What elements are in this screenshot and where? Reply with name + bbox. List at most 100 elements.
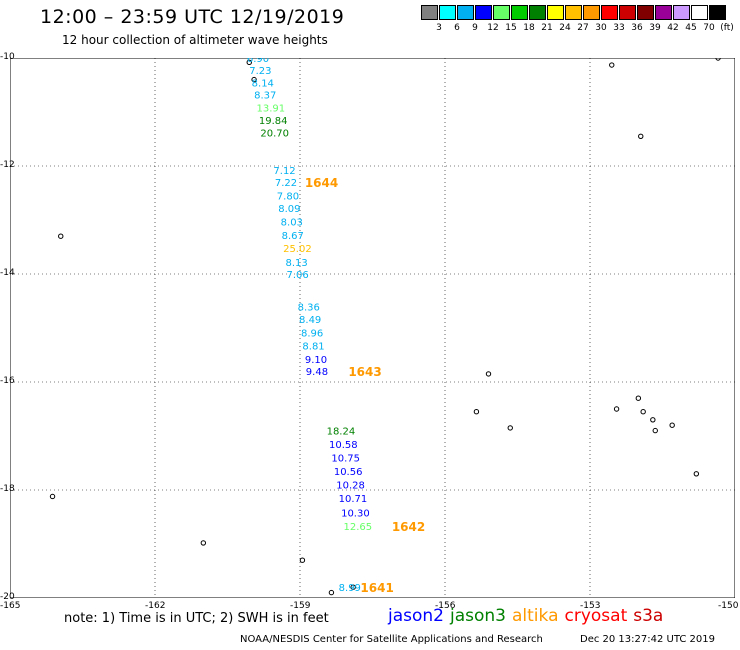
- legend-label: 27: [577, 23, 589, 33]
- wave-height-label: 10.75: [331, 454, 360, 465]
- latitude-tick-label: -10: [0, 52, 15, 62]
- island-outline: [350, 584, 356, 590]
- latitude-tick-label: -20: [0, 592, 15, 602]
- longitude-tick-label: -159: [290, 601, 311, 611]
- pass-time-label: 1641: [360, 581, 393, 595]
- legend-swatch: [709, 5, 726, 20]
- satellite-name: s3a: [633, 606, 664, 626]
- wave-height-label: 20.70: [260, 129, 289, 140]
- satellite-name: jason2: [388, 606, 444, 626]
- wave-height-label: 10.30: [341, 509, 370, 520]
- wave-height-label: 7.23: [249, 66, 271, 77]
- legend-label: 30: [595, 23, 607, 33]
- longitude-tick-label: -153: [580, 601, 601, 611]
- legend-swatch: [529, 5, 546, 20]
- legend-label: 15: [505, 23, 517, 33]
- legend-label: 9: [472, 23, 478, 33]
- island-outline: [473, 409, 480, 415]
- legend-label: 39: [649, 23, 661, 33]
- latitude-tick-label: -18: [0, 484, 15, 494]
- units-note: note: 1) Time is in UTC; 2) SWH is in fe…: [64, 611, 329, 626]
- wave-height-label: 7.22: [275, 178, 297, 189]
- legend-swatch: [565, 5, 582, 20]
- legend-swatch: [637, 5, 654, 20]
- wave-height-label: 12.65: [344, 522, 373, 533]
- wave-height-label: 8.03: [281, 218, 303, 229]
- legend-swatch: [673, 5, 690, 20]
- island-outline: [652, 427, 658, 434]
- legend-label: 70: [703, 23, 715, 33]
- legend-swatch: [583, 5, 600, 20]
- legend-swatch: [457, 5, 474, 20]
- latitude-tick-label: -16: [0, 376, 15, 386]
- wave-height-label: 8.14: [252, 78, 274, 89]
- legend-label: 6: [454, 23, 460, 33]
- page-subtitle: 12 hour collection of altimeter wave hei…: [62, 33, 328, 47]
- wave-height-label: 10.28: [336, 481, 365, 492]
- legend-swatch: [475, 5, 492, 20]
- time-label-layer: 1644 1643 1642 1641: [305, 176, 425, 595]
- page-title: 12:00 – 23:59 UTC 12/19/2019: [40, 6, 345, 28]
- legend-swatch: [511, 5, 528, 20]
- pass-time-label: 1644: [305, 176, 338, 190]
- wave-height-label: 6.90: [247, 58, 269, 65]
- wave-height-label: 8.96: [301, 328, 323, 339]
- map-frame: [10, 58, 735, 598]
- island-outline: [299, 557, 306, 563]
- island-outline: [58, 233, 64, 239]
- legend-label: 21: [541, 23, 553, 33]
- legend-label: 36: [631, 23, 643, 33]
- wave-height-label: 18.24: [327, 427, 356, 438]
- wave-height-label: 8.13: [286, 258, 308, 269]
- island-outline: [640, 409, 646, 415]
- island-outline: [200, 540, 207, 546]
- wave-height-label: 8.81: [302, 341, 324, 352]
- island-outline: [715, 58, 721, 61]
- legend-label: 42: [667, 23, 679, 33]
- island-layer: [49, 58, 721, 596]
- satellite-name: jason3: [450, 606, 506, 626]
- wave-height-label: 8.36: [298, 302, 320, 313]
- wave-height-label: 8.49: [299, 315, 321, 326]
- legend-swatch: [421, 5, 438, 20]
- longitude-tick-label: -156: [435, 601, 456, 611]
- island-outline: [669, 422, 675, 428]
- satellite-legend: jason2 jason3 altika cryosat s3a: [388, 606, 669, 626]
- satellite-name: cryosat: [564, 606, 628, 626]
- wave-height-label: 7.12: [273, 166, 295, 177]
- wave-height-label: 25.02: [283, 244, 312, 255]
- wave-height-label: 7.80: [277, 192, 299, 203]
- legend-swatch: [691, 5, 708, 20]
- legend-swatch: [493, 5, 510, 20]
- island-outline: [650, 417, 656, 423]
- longitude-tick-label: -165: [0, 601, 21, 611]
- legend-swatch: [655, 5, 672, 20]
- generated-timestamp: Dec 20 13:27:42 UTC 2019: [580, 634, 715, 645]
- wave-height-label: 8.67: [282, 231, 304, 242]
- legend-swatch: [601, 5, 618, 20]
- wave-height-label: 10.58: [329, 440, 358, 451]
- wave-height-label: 10.71: [339, 494, 368, 505]
- legend-swatch: [547, 5, 564, 20]
- pass-time-label: 1643: [348, 365, 381, 379]
- latitude-tick-label: -12: [0, 160, 15, 170]
- legend-swatch: [439, 5, 456, 20]
- legend-label: 12: [487, 23, 499, 33]
- island-outline: [693, 471, 700, 477]
- wave-height-label: 9.48: [306, 367, 328, 378]
- island-outline: [328, 589, 335, 596]
- legend-label: 33: [613, 23, 625, 33]
- color-scale-legend: 3 6 9 12 15 18 21 24 27 30 33 36 39 42 45 70 (ft): [421, 5, 734, 37]
- wave-height-label: 8.37: [254, 91, 276, 102]
- satellite-name: altika: [512, 606, 559, 626]
- longitude-tick-label: -162: [145, 601, 166, 611]
- pass-time-label: 1642: [392, 520, 425, 534]
- wave-height-label: 19.84: [259, 116, 288, 127]
- wave-height-label: 9.10: [305, 355, 327, 366]
- wave-height-label: 8.09: [278, 204, 300, 215]
- island-outline: [251, 76, 257, 83]
- wave-height-label: 8.99: [339, 583, 361, 594]
- island-outline: [485, 371, 492, 377]
